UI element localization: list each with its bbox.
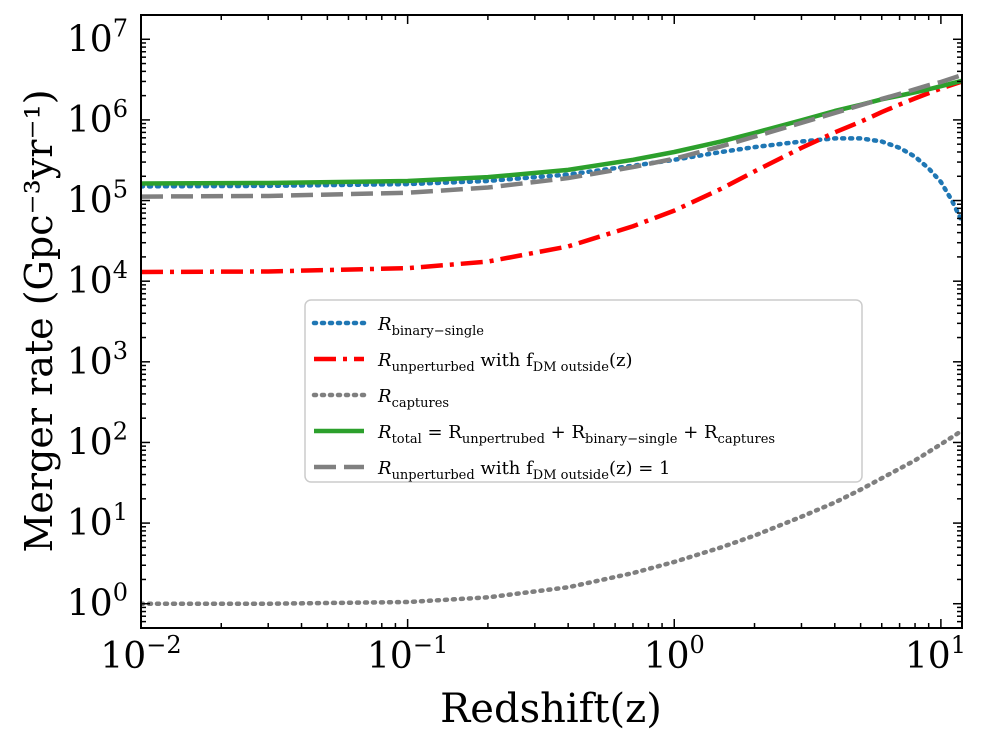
series-layer (141, 72, 962, 606)
legend-label: Rbinary−single​ (377, 314, 484, 339)
legend-entry: Rcaptures​ (311, 386, 449, 411)
x-tick-labels: 10−2 10−1 100 101 (100, 631, 966, 677)
legend-label: Rtotal​ = Runpertrubed​ + Rbinary−single… (377, 422, 775, 447)
y-tick-label: 103 (67, 337, 128, 383)
y-axis-label: Merger rate (Gpc⁻³yr⁻¹) (17, 89, 61, 552)
y-tick-label: 101 (67, 498, 128, 544)
series-line-5 (141, 72, 962, 199)
x-tick-label: 10−2 (100, 631, 181, 677)
legend-box (304, 299, 863, 483)
y-tick-label: 104 (67, 256, 128, 302)
y-tick-labels: 100 101 102 103 104 105 106 107 (67, 14, 128, 624)
x-axis-label: Redshift(z) (440, 686, 662, 732)
legend-entry: Runperturbed​ with fDM outside​(z) (314, 350, 632, 375)
y-tick-label: 102 (67, 417, 128, 463)
x-tick-label: 100 (644, 631, 705, 677)
legend-label: Runperturbed​ with fDM outside​(z) (377, 350, 632, 375)
y-tick-label: 100 (67, 579, 128, 625)
legend-label: Runperturbed​ with fDM outside​(z) = 1 (377, 458, 670, 483)
x-tick-label: 10−1 (367, 631, 448, 677)
legend-entry: Rtotal​ = Runpertrubed​ + Rbinary−single… (314, 422, 775, 447)
legend: Rbinary−single​ Runperturbed​ with fDM ou… (304, 299, 863, 483)
x-tick-label: 101 (905, 631, 966, 677)
plot-frame (140, 14, 963, 629)
series-line-4 (141, 78, 962, 186)
y-tick-label: 106 (67, 95, 128, 141)
y-tick-label: 107 (67, 14, 128, 60)
series-line-1 (141, 136, 962, 224)
y-tick-label: 105 (67, 176, 128, 222)
series-line-3 (141, 428, 962, 606)
legend-entry: Runperturbed​ with fDM outside​(z) = 1 (314, 458, 670, 483)
legend-label: Rcaptures​ (377, 386, 449, 411)
series-line-2 (141, 79, 962, 275)
legend-entry: Rbinary−single​ (311, 314, 484, 339)
